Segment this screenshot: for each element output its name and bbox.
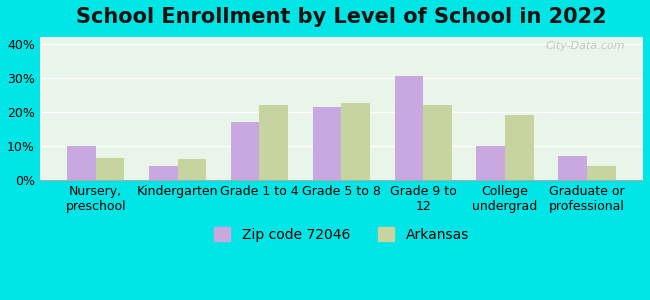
Bar	[476, 146, 505, 180]
Text: City-Data.com: City-Data.com	[545, 41, 625, 51]
Bar	[231, 122, 259, 180]
Bar	[341, 103, 370, 180]
Bar	[423, 105, 452, 180]
Bar	[96, 158, 124, 180]
Bar	[149, 166, 177, 180]
Bar	[505, 115, 534, 180]
Bar	[177, 159, 206, 180]
Bar	[259, 105, 288, 180]
Bar	[587, 166, 616, 180]
Legend: Zip code 72046, Arkansas: Zip code 72046, Arkansas	[208, 221, 474, 247]
Bar	[313, 107, 341, 180]
Title: School Enrollment by Level of School in 2022: School Enrollment by Level of School in …	[76, 7, 606, 27]
Bar	[67, 146, 96, 180]
Bar	[395, 76, 423, 180]
Bar	[558, 156, 587, 180]
